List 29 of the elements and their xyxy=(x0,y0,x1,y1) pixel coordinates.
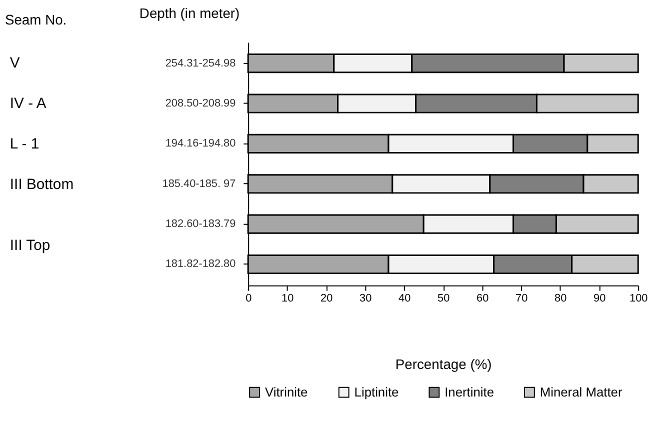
x-tick-label: 20 xyxy=(320,292,333,305)
text: III Top xyxy=(10,238,50,254)
y-tick-label: 254.31-254.98 xyxy=(165,57,236,70)
text: IV - A xyxy=(10,96,46,112)
text: Seam No. xyxy=(4,11,67,28)
x-tick-label: 10 xyxy=(282,292,294,305)
x-tick-label: 30 xyxy=(360,292,372,305)
y-tick-label: 194.16-194.80 xyxy=(165,138,236,150)
x-tick-label: 70 xyxy=(516,292,528,305)
x-tick-label: 90 xyxy=(594,292,606,305)
text: V xyxy=(10,55,20,72)
x-axis-title: Percentage (%) xyxy=(395,356,492,372)
text: III Bottom xyxy=(10,177,74,194)
x-tick-label: 40 xyxy=(398,292,411,305)
legend-label: Vitrinite xyxy=(264,384,308,400)
y-tick-label: 185.40-185. 97 xyxy=(162,178,236,190)
y-tick-label: 181.82-182.80 xyxy=(165,258,236,270)
y-axis-title: Depth (in meter) xyxy=(139,4,240,21)
x-tick-label: 100 xyxy=(630,292,648,305)
x-tick-label: 80 xyxy=(554,292,567,305)
x-tick-label: 50 xyxy=(438,292,450,305)
text: L - 1 xyxy=(10,136,40,152)
x-tick-label: 60 xyxy=(476,292,489,305)
legend-label: Mineral Matter xyxy=(540,384,623,400)
legend-label: Inertinite xyxy=(444,384,494,400)
x-tick-label: 0 xyxy=(246,292,252,305)
y-tick-label: 182.60-183.79 xyxy=(165,218,236,230)
y-tick-label: 208.50-208.99 xyxy=(165,97,236,110)
legend-label: Liptinite xyxy=(354,384,399,400)
